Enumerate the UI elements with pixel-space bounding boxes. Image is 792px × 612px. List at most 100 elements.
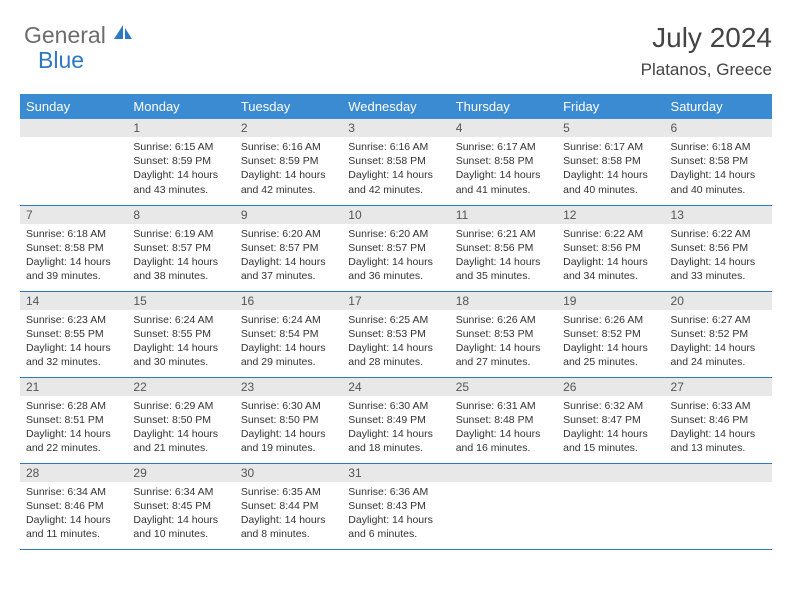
day-cell: 30Sunrise: 6:35 AMSunset: 8:44 PMDayligh… (235, 463, 342, 549)
day-number: 9 (235, 206, 342, 224)
day-number (665, 464, 772, 482)
day-cell: 12Sunrise: 6:22 AMSunset: 8:56 PMDayligh… (557, 205, 664, 291)
sunrise-line: Sunrise: 6:23 AM (26, 313, 121, 327)
day-number: 25 (450, 378, 557, 396)
day-number (450, 464, 557, 482)
day-cell: 3Sunrise: 6:16 AMSunset: 8:58 PMDaylight… (342, 119, 449, 205)
sunset-line: Sunset: 8:49 PM (348, 413, 443, 427)
daylight-line: Daylight: 14 hours and 40 minutes. (563, 168, 658, 196)
daylight-line: Daylight: 14 hours and 21 minutes. (133, 427, 228, 455)
day-cell: 2Sunrise: 6:16 AMSunset: 8:59 PMDaylight… (235, 119, 342, 205)
day-cell: 23Sunrise: 6:30 AMSunset: 8:50 PMDayligh… (235, 377, 342, 463)
day-number (20, 119, 127, 137)
sunset-line: Sunset: 8:52 PM (563, 327, 658, 341)
sunset-line: Sunset: 8:58 PM (456, 154, 551, 168)
sunset-line: Sunset: 8:58 PM (563, 154, 658, 168)
sunrise-line: Sunrise: 6:30 AM (241, 399, 336, 413)
table-row: 1Sunrise: 6:15 AMSunset: 8:59 PMDaylight… (20, 119, 772, 205)
sunset-line: Sunset: 8:50 PM (241, 413, 336, 427)
day-number: 22 (127, 378, 234, 396)
sunrise-line: Sunrise: 6:24 AM (241, 313, 336, 327)
sunrise-line: Sunrise: 6:36 AM (348, 485, 443, 499)
day-info: Sunrise: 6:31 AMSunset: 8:48 PMDaylight:… (450, 396, 557, 460)
daylight-line: Daylight: 14 hours and 22 minutes. (26, 427, 121, 455)
day-info: Sunrise: 6:19 AMSunset: 8:57 PMDaylight:… (127, 224, 234, 288)
day-info: Sunrise: 6:18 AMSunset: 8:58 PMDaylight:… (665, 137, 772, 201)
day-cell: 29Sunrise: 6:34 AMSunset: 8:45 PMDayligh… (127, 463, 234, 549)
sunrise-line: Sunrise: 6:18 AM (671, 140, 766, 154)
day-cell: 20Sunrise: 6:27 AMSunset: 8:52 PMDayligh… (665, 291, 772, 377)
daylight-line: Daylight: 14 hours and 37 minutes. (241, 255, 336, 283)
sunset-line: Sunset: 8:58 PM (26, 241, 121, 255)
sunset-line: Sunset: 8:58 PM (671, 154, 766, 168)
day-cell: 13Sunrise: 6:22 AMSunset: 8:56 PMDayligh… (665, 205, 772, 291)
day-number (557, 464, 664, 482)
weekday-header: Friday (557, 94, 664, 119)
day-info: Sunrise: 6:24 AMSunset: 8:55 PMDaylight:… (127, 310, 234, 374)
day-info: Sunrise: 6:35 AMSunset: 8:44 PMDaylight:… (235, 482, 342, 546)
sunrise-line: Sunrise: 6:22 AM (563, 227, 658, 241)
day-info: Sunrise: 6:15 AMSunset: 8:59 PMDaylight:… (127, 137, 234, 201)
day-cell: 31Sunrise: 6:36 AMSunset: 8:43 PMDayligh… (342, 463, 449, 549)
sunset-line: Sunset: 8:50 PM (133, 413, 228, 427)
day-info: Sunrise: 6:17 AMSunset: 8:58 PMDaylight:… (450, 137, 557, 201)
day-info: Sunrise: 6:28 AMSunset: 8:51 PMDaylight:… (20, 396, 127, 460)
sunrise-line: Sunrise: 6:19 AM (133, 227, 228, 241)
sunset-line: Sunset: 8:44 PM (241, 499, 336, 513)
day-cell: 5 Sunrise: 6:17 AMSunset: 8:58 PMDaylight… (557, 119, 664, 205)
day-cell: 4Sunrise: 6:17 AMSunset: 8:58 PMDaylight… (450, 119, 557, 205)
day-info: Sunrise: 6:29 AMSunset: 8:50 PMDaylight:… (127, 396, 234, 460)
day-number: 6 (665, 119, 772, 137)
weekday-header: Saturday (665, 94, 772, 119)
day-number: 16 (235, 292, 342, 310)
day-number: 26 (557, 378, 664, 396)
daylight-line: Daylight: 14 hours and 18 minutes. (348, 427, 443, 455)
brand-part1: General (24, 22, 106, 49)
day-info: Sunrise: 6:26 AMSunset: 8:53 PMDaylight:… (450, 310, 557, 374)
day-number: 29 (127, 464, 234, 482)
daylight-line: Daylight: 14 hours and 34 minutes. (563, 255, 658, 283)
day-number: 5 (557, 119, 664, 137)
sunrise-line: Sunrise: 6:17 AM (563, 140, 658, 154)
sunset-line: Sunset: 8:57 PM (348, 241, 443, 255)
day-cell: 19Sunrise: 6:26 AMSunset: 8:52 PMDayligh… (557, 291, 664, 377)
sunrise-line: Sunrise: 6:27 AM (671, 313, 766, 327)
sunset-line: Sunset: 8:57 PM (133, 241, 228, 255)
daylight-line: Daylight: 14 hours and 42 minutes. (241, 168, 336, 196)
day-info: Sunrise: 6:16 AMSunset: 8:59 PMDaylight:… (235, 137, 342, 201)
day-cell: 7Sunrise: 6:18 AMSunset: 8:58 PMDaylight… (20, 205, 127, 291)
day-info: Sunrise: 6:30 AMSunset: 8:49 PMDaylight:… (342, 396, 449, 460)
sunrise-line: Sunrise: 6:15 AM (133, 140, 228, 154)
day-info: Sunrise: 6:30 AMSunset: 8:50 PMDaylight:… (235, 396, 342, 460)
day-info: Sunrise: 6:34 AMSunset: 8:46 PMDaylight:… (20, 482, 127, 546)
daylight-line: Daylight: 14 hours and 28 minutes. (348, 341, 443, 369)
day-number: 20 (665, 292, 772, 310)
day-info: Sunrise: 6:34 AMSunset: 8:45 PMDaylight:… (127, 482, 234, 546)
day-number: 21 (20, 378, 127, 396)
table-row: 21Sunrise: 6:28 AMSunset: 8:51 PMDayligh… (20, 377, 772, 463)
day-number: 28 (20, 464, 127, 482)
sunrise-line: Sunrise: 6:26 AM (563, 313, 658, 327)
daylight-line: Daylight: 14 hours and 13 minutes. (671, 427, 766, 455)
title-block: July 2024 Platanos, Greece (641, 22, 772, 80)
day-number: 10 (342, 206, 449, 224)
header: General July 2024 Platanos, Greece (20, 22, 772, 80)
sunset-line: Sunset: 8:54 PM (241, 327, 336, 341)
weekday-header: Tuesday (235, 94, 342, 119)
sunset-line: Sunset: 8:51 PM (26, 413, 121, 427)
day-number: 8 (127, 206, 234, 224)
day-number: 30 (235, 464, 342, 482)
sunrise-line: Sunrise: 6:31 AM (456, 399, 551, 413)
sunrise-line: Sunrise: 6:35 AM (241, 485, 336, 499)
day-info: Sunrise: 6:20 AMSunset: 8:57 PMDaylight:… (235, 224, 342, 288)
day-cell (557, 463, 664, 549)
sunrise-line: Sunrise: 6:21 AM (456, 227, 551, 241)
sunrise-line: Sunrise: 6:16 AM (241, 140, 336, 154)
day-info: Sunrise: 6:22 AMSunset: 8:56 PMDaylight:… (665, 224, 772, 288)
day-cell: 1Sunrise: 6:15 AMSunset: 8:59 PMDaylight… (127, 119, 234, 205)
day-cell: 27Sunrise: 6:33 AMSunset: 8:46 PMDayligh… (665, 377, 772, 463)
brand-part2-wrap: Blue (38, 47, 84, 74)
day-info: Sunrise: 6:21 AMSunset: 8:56 PMDaylight:… (450, 224, 557, 288)
day-cell: 26Sunrise: 6:32 AMSunset: 8:47 PMDayligh… (557, 377, 664, 463)
day-info: Sunrise: 6:18 AMSunset: 8:58 PMDaylight:… (20, 224, 127, 288)
